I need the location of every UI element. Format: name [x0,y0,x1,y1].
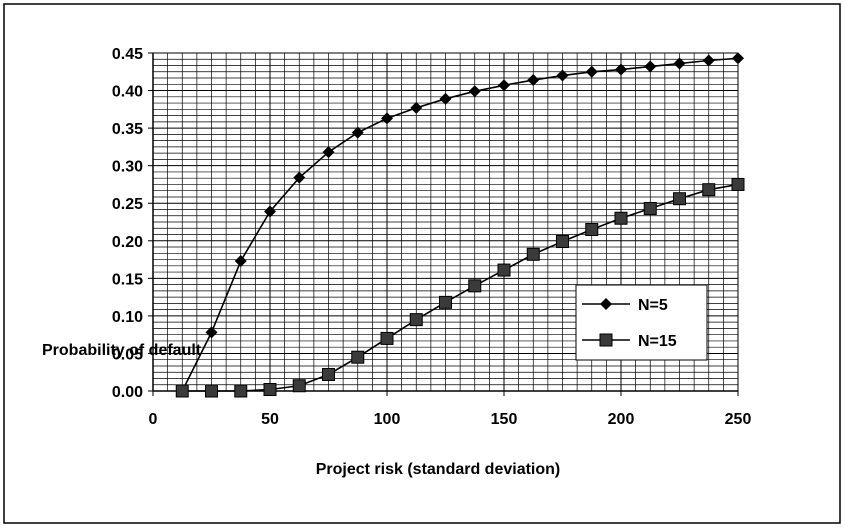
y-tick-label: 0.00 [112,384,143,401]
data-point-n15 [614,211,628,225]
y-tick-label: 0.25 [112,196,143,213]
data-point-n5 [322,146,335,159]
data-point-n5 [381,112,393,125]
data-point-n5 [439,92,452,105]
y-tick-label: 0.05 [112,346,143,363]
data-point-n5 [644,60,657,73]
x-tick-label: 100 [374,411,401,428]
data-point-n15 [526,247,540,261]
axis-labels: Project risk (standard deviation) Probab… [42,342,560,478]
data-point-n15 [731,177,745,191]
data-point-n15 [234,384,248,398]
data-point-n5 [293,171,306,184]
legend: N=5 N=15 [575,284,708,361]
data-point-n5 [205,326,218,339]
data-point-n15 [263,382,277,396]
data-point-n5 [615,63,627,76]
legend-label-n5: N=5 [638,297,668,314]
axes: 0.00 0.05 0.10 0.15 0.20 0.25 0.30 0.35 0.40 0.45… [112,46,752,428]
data-point-n15 [409,313,423,327]
data-point-n15 [556,235,569,249]
data-point-n15 [468,279,482,293]
series-layer [175,52,745,398]
data-point-n5 [468,85,481,98]
legend-entry-n5: N=5 [582,297,668,314]
data-point-n15 [673,192,686,206]
data-point-n5 [673,57,686,70]
y-tick-label: 0.45 [112,46,143,63]
data-point-n5 [702,54,715,67]
x-tick-label: 250 [725,411,752,428]
data-point-n15 [292,379,306,393]
chart-border [3,3,841,524]
y-tick-label: 0.35 [112,121,143,138]
data-point-n15 [175,384,189,398]
data-point-n5 [410,101,423,114]
data-point-n15 [351,350,365,364]
x-axis-title: Project risk (standard deviation) [316,461,561,478]
data-point-n5 [351,126,364,139]
data-point-n5 [585,65,598,78]
data-point-n5 [234,255,247,268]
legend-box [575,284,708,361]
x-tick-label: 200 [608,411,635,428]
data-point-n15 [322,367,335,381]
data-point-n5 [556,69,569,82]
data-point-n15 [439,295,452,309]
data-point-n5 [527,74,540,87]
data-point-n15 [585,223,599,237]
y-tick-label: 0.40 [112,84,143,101]
data-point-n15 [205,384,218,398]
data-point-n15 [702,183,716,197]
data-point-n15 [380,331,394,345]
x-tick-label: 0 [149,411,158,428]
data-point-n5 [498,79,510,92]
legend-label-n15: N=15 [638,333,677,350]
data-point-n15 [497,263,511,277]
data-point-n5 [732,52,744,65]
y-tick-label: 0.10 [112,309,143,326]
y-tick-label: 0.15 [112,271,143,288]
legend-marker-n15 [599,333,613,347]
data-point-n15 [643,201,657,215]
y-axis-title: Probability of default [42,342,202,359]
x-tick-label: 150 [491,411,518,428]
y-tick-label: 0.20 [112,234,143,251]
data-point-n5 [264,205,276,218]
legend-entry-n15: N=15 [582,333,677,350]
x-tick-label: 50 [261,411,279,428]
y-tick-label: 0.30 [112,159,143,176]
legend-marker-n5 [600,298,612,310]
